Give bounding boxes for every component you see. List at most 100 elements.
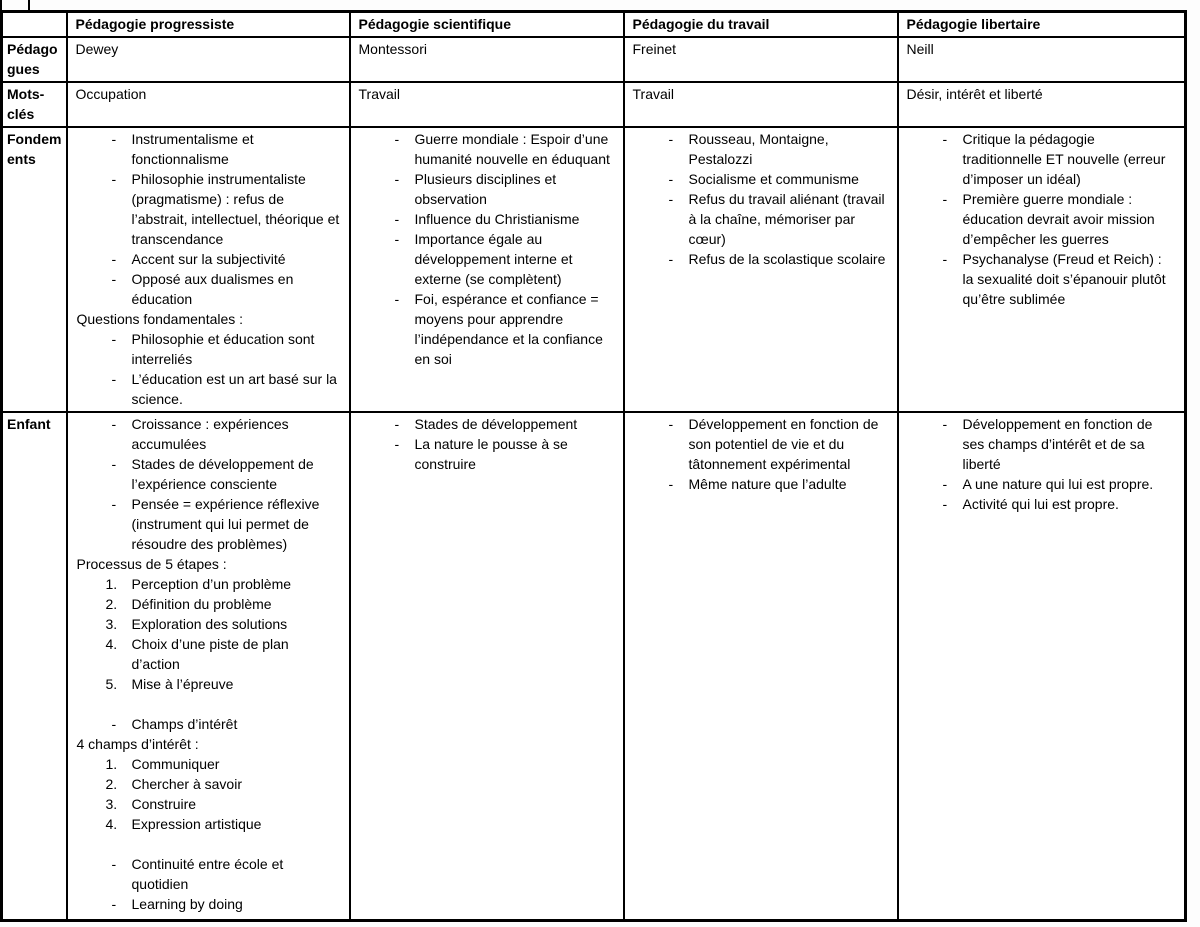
bullet-item: - Socialisme et communisme	[633, 169, 889, 189]
item-text: Refus de la scolastique scolaire	[688, 251, 886, 267]
item-text: Perception d’un problème	[131, 576, 292, 592]
dash-marker: -	[668, 476, 674, 492]
number-marker: 4.	[105, 816, 118, 832]
paragraph: Processus de 5 étapes :	[76, 556, 227, 572]
dash-marker: -	[668, 416, 674, 432]
bullet-item: - Stades de développement de l’expérience…	[76, 454, 341, 494]
item-text: Guerre mondiale : Espoir d’une humanité …	[414, 131, 610, 167]
column-header: Pédagogie libertaire	[896, 10, 1187, 38]
paragraph: Questions fondamentales :	[76, 311, 244, 327]
item-text: Communiquer	[131, 756, 220, 772]
blank-line	[76, 834, 341, 854]
number-marker: 2.	[105, 776, 118, 792]
bullet-item: - Développement en fonction de ses champs…	[907, 414, 1177, 474]
item-text: Philosophie et éducation sont interrelié…	[131, 331, 315, 367]
cell-enfant-col3: - Développement en fonction de son potent…	[622, 411, 899, 921]
cell-enfant-col1: - Croissance : expériences accumulées - Sta…	[65, 411, 351, 921]
cell-motscles-col4: Désir, intérêt et liberté	[896, 81, 1187, 128]
dash-marker: -	[394, 416, 400, 432]
bullet-item: - Croissance : expériences accumulées	[76, 414, 341, 454]
bullet-item: - Instrumentalisme et fonctionnalisme	[76, 129, 341, 169]
dash-marker: -	[111, 331, 117, 347]
number-marker: 3.	[105, 616, 118, 632]
item-text: Définition du problème	[131, 596, 272, 612]
bullet-item: - Foi, espérance et confiance = moyens po…	[359, 289, 615, 369]
bullet-item: - Plusieurs disciplines et observation	[359, 169, 615, 209]
item-text: Instrumentalisme et fonctionnalisme	[131, 131, 254, 167]
number-marker: 3.	[105, 796, 118, 812]
item-text: Influence du Christianisme	[414, 211, 580, 227]
item-text: A une nature qui lui est propre.	[962, 476, 1154, 492]
item-text: Mise à l’épreuve	[131, 676, 234, 692]
dash-marker: -	[942, 191, 948, 207]
numbered-item: 3. Exploration des solutions	[76, 614, 341, 634]
row-label: Fondements	[0, 126, 68, 413]
bullet-item: - Importance égale au développement inter…	[359, 229, 615, 289]
dash-marker: -	[668, 191, 674, 207]
cell-fondements-col3: - Rousseau, Montaigne, Pestalozzi - Sociali…	[622, 126, 899, 413]
bullet-item: - Champs d’intérêt	[76, 714, 341, 734]
item-text: La nature le pousse à se construire	[414, 436, 568, 472]
item-text: Importance égale au développement intern…	[414, 231, 573, 287]
dash-marker: -	[111, 171, 117, 187]
number-marker: 2.	[105, 596, 118, 612]
numbered-item: 2. Chercher à savoir	[76, 774, 341, 794]
dash-marker: -	[111, 131, 117, 147]
number-marker: 1.	[105, 576, 118, 592]
column-header: Pédagogie du travail	[622, 10, 899, 38]
item-text: Accent sur la subjectivité	[131, 251, 286, 267]
bullet-item: - Philosophie et éducation sont interreli…	[76, 329, 341, 369]
dash-marker: -	[394, 131, 400, 147]
dash-marker: -	[394, 231, 400, 247]
cell-motscles-col2: Travail	[348, 81, 625, 128]
item-text: Croissance : expériences accumulées	[131, 416, 289, 452]
cell-pedagogues-col1: Dewey	[65, 36, 351, 83]
cropped-row-remnant-cell-border	[28, 0, 30, 11]
number-marker: 5.	[105, 676, 118, 692]
item-text: Foi, espérance et confiance = moyens pou…	[414, 291, 603, 367]
cell-pedagogues-col4: Neill	[896, 36, 1187, 83]
number-marker: 4.	[105, 636, 118, 652]
item-text: Expression artistique	[131, 816, 262, 832]
row-motscles: Mots-clés Occupation Travail Travail Désir, …	[0, 81, 1187, 128]
dash-marker: -	[111, 251, 117, 267]
dash-marker: -	[111, 456, 117, 472]
numbered-item: 4. Expression artistique	[76, 814, 341, 834]
item-text: Construire	[131, 796, 197, 812]
bullet-item: - Influence du Christianisme	[359, 209, 615, 229]
bullet-item: - Philosophie instrumentaliste (pragmatis…	[76, 169, 341, 249]
bullet-item: - Refus de la scolastique scolaire	[633, 249, 889, 269]
dash-marker: -	[394, 436, 400, 452]
bullet-item: - L’éducation est un art basé sur la scie…	[76, 369, 341, 409]
item-text: Stades de développement de l’expérience …	[131, 456, 314, 492]
bullet-item: - Pensée = expérience réflexive (instrume…	[76, 494, 341, 554]
item-text: Philosophie instrumentaliste (pragmatism…	[131, 171, 340, 247]
bullet-item: - La nature le pousse à se construire	[359, 434, 615, 474]
item-text: Première guerre mondiale : éducation dev…	[962, 191, 1155, 247]
cell-enfant-col4: - Développement en fonction de ses champs…	[896, 411, 1187, 921]
dash-marker: -	[942, 416, 948, 432]
cell-pedagogues-col3: Freinet	[622, 36, 899, 83]
bullet-item: - Continuité entre école et quotidien	[76, 854, 341, 894]
item-text: L’éducation est un art basé sur la scien…	[131, 371, 337, 407]
cell-fondements-col2: - Guerre mondiale : Espoir d’une humanité…	[348, 126, 625, 413]
item-text: Learning by doing	[131, 896, 243, 912]
dash-marker: -	[394, 171, 400, 187]
dash-marker: -	[942, 251, 948, 267]
dash-marker: -	[111, 371, 117, 387]
cell-fondements-col1: - Instrumentalisme et fonctionnalisme - Phi…	[65, 126, 351, 413]
bullet-item: - Learning by doing	[76, 894, 341, 914]
bullet-item: -A une nature qui lui est propre.	[907, 474, 1177, 494]
numbered-item: 1. Perception d’un problème	[76, 574, 341, 594]
dash-marker: -	[668, 251, 674, 267]
item-text: Exploration des solutions	[131, 616, 288, 632]
cell-fondements-col4: - Critique la pédagogie traditionnelle ET…	[896, 126, 1187, 413]
bullet-item: - Refus du travail aliénant (travail à la…	[633, 189, 889, 249]
pedagogies-comparison-table: Pédagogie progressiste Pédagogie scientif…	[0, 10, 1187, 922]
item-text: Champs d’intérêt	[131, 716, 238, 732]
bullet-item: - Opposé aux dualismes en éducation	[76, 269, 341, 309]
dash-marker: -	[111, 896, 117, 912]
item-text: Stades de développement	[414, 416, 578, 432]
item-text: Choix d’une piste de plan d’action	[131, 636, 289, 672]
